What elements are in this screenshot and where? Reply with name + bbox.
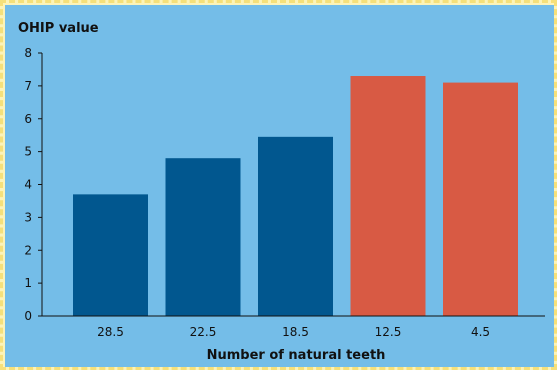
x-tick-label: 28.5 — [97, 325, 124, 339]
bars-group — [73, 76, 518, 317]
y-tick-label: 7 — [24, 79, 32, 93]
y-tick-label: 4 — [24, 178, 32, 192]
y-tick-label: 3 — [24, 210, 32, 224]
y-tick-label: 8 — [24, 46, 32, 60]
y-axis-label: OHIP value — [18, 21, 99, 36]
bar-22.5 — [165, 158, 241, 316]
x-tick-label: 12.5 — [375, 325, 402, 339]
y-tick-label: 2 — [24, 243, 32, 257]
bar-18.5 — [258, 136, 333, 316]
bar-28.5 — [73, 194, 148, 316]
x-ticks-group: 28.5 22.5 18.5 12.5 4.5 — [97, 325, 490, 339]
x-tick-label: 4.5 — [471, 325, 490, 339]
x-tick-label: 22.5 — [190, 325, 217, 339]
y-ticks-group: 0 1 2 3 4 5 6 7 8 — [24, 46, 42, 323]
y-tick-label: 1 — [24, 276, 32, 290]
y-tick-label: 6 — [24, 112, 32, 126]
y-tick-label: 0 — [24, 309, 32, 323]
bar-12.5 — [350, 76, 426, 316]
y-tick-label: 5 — [24, 145, 32, 159]
x-tick-label: 18.5 — [282, 325, 309, 339]
x-axis-label: Number of natural teeth — [207, 348, 386, 363]
bar-4.5 — [443, 82, 518, 317]
